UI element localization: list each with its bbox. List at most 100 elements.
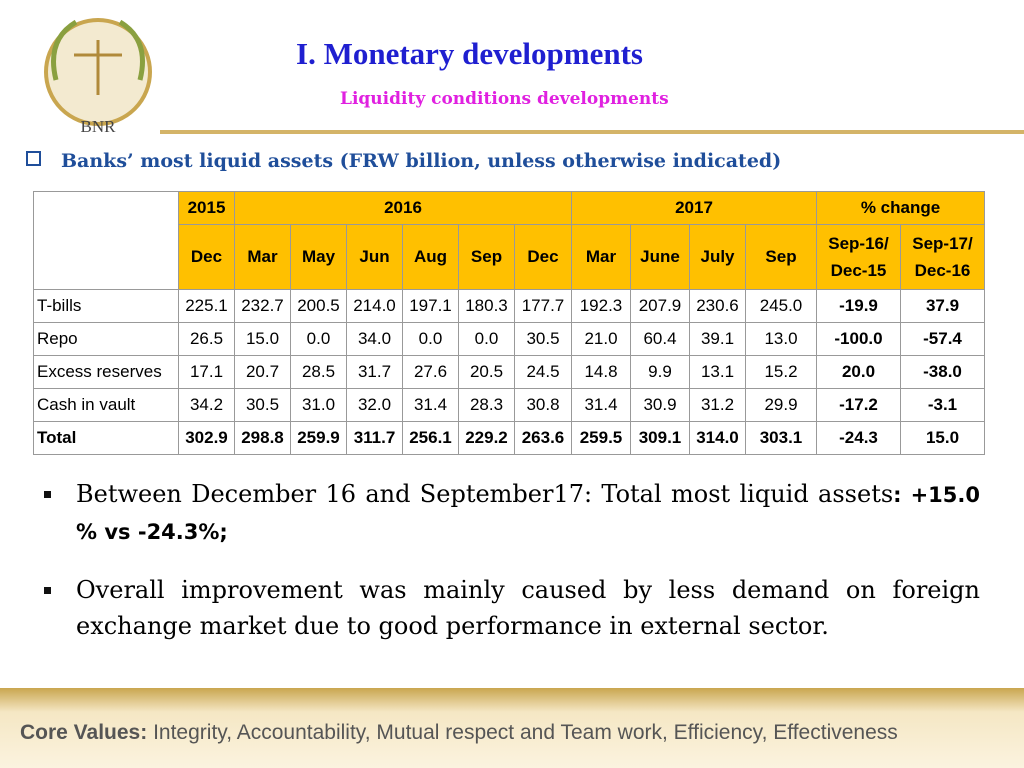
cell: 27.6	[402, 355, 459, 389]
cell: 302.9	[178, 421, 235, 455]
year-cell: 2017	[571, 191, 817, 225]
cell: -19.9	[816, 289, 901, 323]
cell: 0.0	[458, 322, 515, 356]
cell: 31.4	[402, 388, 459, 422]
cell: 30.5	[514, 322, 572, 356]
row-label: Repo	[33, 322, 179, 356]
cell: 15.2	[745, 355, 817, 389]
cell: 197.1	[402, 289, 459, 323]
cell: 214.0	[346, 289, 403, 323]
cell: 207.9	[630, 289, 690, 323]
cell: 15.0	[234, 322, 291, 356]
year-cell: % change	[816, 191, 985, 225]
cell: 256.1	[402, 421, 459, 455]
cell: 21.0	[571, 322, 631, 356]
cell: 200.5	[290, 289, 347, 323]
cell: -100.0	[816, 322, 901, 356]
cell: 17.1	[178, 355, 235, 389]
cell: 259.9	[290, 421, 347, 455]
data-row: Total 302.9 298.8 259.9 311.7 256.1 229.2 263.6…	[33, 421, 985, 455]
row-label: T-bills	[33, 289, 179, 323]
cell: 28.5	[290, 355, 347, 389]
data-row: T-bills 225.1 232.7 200.5 214.0 197.1 180.3 177…	[33, 289, 985, 323]
bullet-list: Between December 16 and September17: Tot…	[44, 476, 980, 666]
cell: 34.0	[346, 322, 403, 356]
cell: 60.4	[630, 322, 690, 356]
cell: 30.5	[234, 388, 291, 422]
header-row: Dec Mar May Jun Aug Sep Dec Mar June July Sep Sep-1…	[34, 224, 985, 290]
period-cell: May	[290, 224, 347, 290]
cell: 15.0	[900, 421, 985, 455]
footer-text: Integrity, Accountability, Mutual respec…	[153, 721, 898, 744]
cell: 230.6	[689, 289, 746, 323]
bullet: Overall improvement was mainly caused by…	[44, 572, 980, 644]
footer-line: Core Values: Integrity, Accountability, …	[20, 721, 898, 745]
cell: 314.0	[689, 421, 746, 455]
cell: 30.9	[630, 388, 690, 422]
period-cell: Mar	[234, 224, 291, 290]
period-cell: Mar	[571, 224, 631, 290]
cell: -57.4	[900, 322, 985, 356]
cell: 39.1	[689, 322, 746, 356]
rule	[160, 130, 1024, 134]
cell: 30.8	[514, 388, 572, 422]
bullet-text: Between December 16 and September17: Tot…	[76, 480, 894, 508]
header-row: 2015 2016 2017% change	[33, 191, 985, 290]
cell: -38.0	[900, 355, 985, 389]
cell: 37.9	[900, 289, 985, 323]
footer-label: Core Values:	[20, 721, 148, 744]
cell: -3.1	[900, 388, 985, 422]
cell: 177.7	[514, 289, 572, 323]
row-label: Cash in vault	[33, 388, 179, 422]
cell: 311.7	[346, 421, 403, 455]
period-cell: Sep	[458, 224, 515, 290]
period-cell: June	[630, 224, 690, 290]
cell: 225.1	[178, 289, 235, 323]
cell: 28.3	[458, 388, 515, 422]
cell: 26.5	[178, 322, 235, 356]
footer: Core Values: Integrity, Accountability, …	[0, 688, 1024, 768]
cell: 20.7	[234, 355, 291, 389]
period-cell: Dec	[178, 224, 235, 290]
row-label: Excess reserves	[33, 355, 179, 389]
cell: 263.6	[514, 421, 572, 455]
bullet: Between December 16 and September17: Tot…	[44, 476, 980, 550]
cell: 31.7	[346, 355, 403, 389]
cell: 13.1	[689, 355, 746, 389]
cell: 0.0	[290, 322, 347, 356]
cell: 9.9	[630, 355, 690, 389]
cell: 303.1	[745, 421, 817, 455]
period-cell: Dec	[514, 224, 572, 290]
cell: 31.0	[290, 388, 347, 422]
cell: 24.5	[514, 355, 572, 389]
cell: 298.8	[234, 421, 291, 455]
year-cell: 2015	[178, 191, 235, 225]
logo: BNR	[44, 18, 152, 136]
bullet-text: Overall improvement was mainly caused by…	[76, 576, 980, 640]
period-cell: Sep-16/ Dec-15	[816, 224, 901, 290]
period-cell: Sep-17/ Dec-16	[900, 224, 985, 290]
year-cell: 2016	[234, 191, 572, 225]
cell: -24.3	[816, 421, 901, 455]
data-row: Cash in vault 34.2 30.5 31.0 32.0 31.4 28.3 30.…	[33, 388, 985, 422]
cell: 34.2	[178, 388, 235, 422]
cell: 229.2	[458, 421, 515, 455]
data-row: Repo 26.5 15.0 0.0 34.0 0.0 0.0 30.5 21.0 60.4 39.…	[33, 322, 985, 356]
section-heading: Banks’ most liquid assets (FRW billion, …	[26, 150, 781, 172]
period-cell: Jun	[346, 224, 403, 290]
cell: 13.0	[745, 322, 817, 356]
cell: 31.2	[689, 388, 746, 422]
data-table: 2015 2016 2017% change Dec Mar May Jun Aug Sep De…	[33, 191, 985, 455]
title: I. Monetary developments	[296, 36, 643, 71]
cell: 14.8	[571, 355, 631, 389]
period-cell: Aug	[402, 224, 459, 290]
cell: 259.5	[571, 421, 631, 455]
cell: 192.3	[571, 289, 631, 323]
heading-text: Banks’ most liquid assets (FRW billion, …	[61, 150, 782, 172]
period-cell: Sep	[745, 224, 817, 290]
cell: 32.0	[346, 388, 403, 422]
cell: 29.9	[745, 388, 817, 422]
data-row: Excess reserves 17.1 20.7 28.5 31.7 27.6 20.5 2…	[33, 355, 985, 389]
cell: 20.5	[458, 355, 515, 389]
